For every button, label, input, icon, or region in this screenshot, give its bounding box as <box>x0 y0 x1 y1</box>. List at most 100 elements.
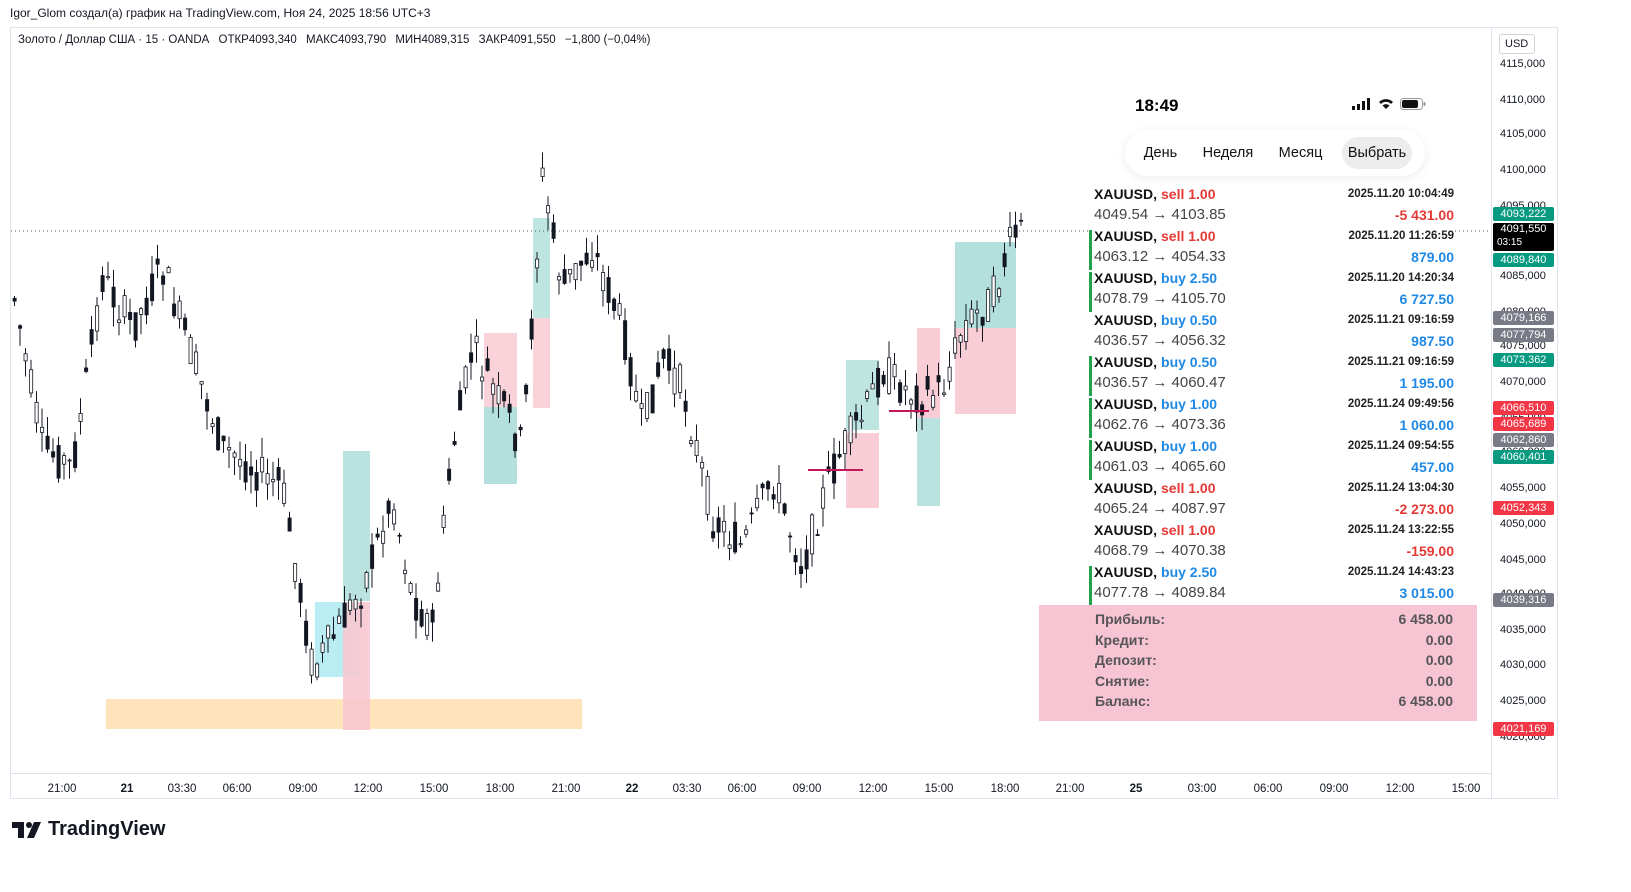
candle-body <box>804 549 809 570</box>
price-marker-label: 4065,689 <box>1493 417 1554 431</box>
candle-body <box>474 335 479 344</box>
candle-body <box>821 487 826 509</box>
time-tick-label: 21:00 <box>551 783 581 795</box>
time-axis[interactable]: 21:00 21 03:30 06:00 09:00 12:00 15:00 18:00 21:… <box>11 773 1491 799</box>
candle-body <box>832 453 837 484</box>
price-marker-value: 4077,794 <box>1500 329 1547 341</box>
candle-body <box>331 634 336 639</box>
candle-body <box>848 415 853 444</box>
trade-prices: 4036.57 → 4060.47 <box>1094 374 1226 391</box>
trade-row[interactable]: XAUUSD, buy 0.50 4036.57 → 4060.47 2025.11.… <box>1089 354 1454 396</box>
trade-symbol: XAUUSD, <box>1094 354 1158 370</box>
price-marker-label: 4077,794 <box>1493 328 1554 342</box>
price-tick-label: 4070,000 <box>1500 376 1546 388</box>
price-marker-label: 4079,166 <box>1493 311 1554 325</box>
trade-prices: 4049.54 → 4103.85 <box>1094 206 1226 223</box>
trade-row[interactable]: XAUUSD, buy 1.00 4061.03 → 4065.60 2025.11.… <box>1089 438 1454 480</box>
candle-body <box>837 453 842 458</box>
trade-side-volume: sell 1.00 <box>1161 186 1216 202</box>
trade-symbol: XAUUSD, <box>1094 396 1158 412</box>
summary-label: Баланс: <box>1095 693 1151 709</box>
trade-row[interactable]: XAUUSD, sell 1.00 4049.54 → 4103.85 2025.11… <box>1094 186 1454 228</box>
trade-title: XAUUSD, buy 1.00 <box>1094 438 1217 454</box>
candle-body <box>590 260 595 268</box>
trade-row[interactable]: XAUUSD, buy 2.50 4077.78 → 4089.84 2025.11.… <box>1089 564 1454 606</box>
candle-body <box>557 276 562 281</box>
time-tick-label: 21:00 <box>1055 783 1085 795</box>
account-summary: Прибыль: 6 458.00 Кредит: 0.00 Депозит: 0.00 С… <box>1039 605 1477 721</box>
trade-row[interactable]: XAUUSD, sell 1.00 4063.12 → 4054.33 2025.11… <box>1089 228 1454 270</box>
trade-title: XAUUSD, sell 1.00 <box>1094 186 1216 202</box>
candle-body <box>518 426 523 431</box>
candle-body <box>892 364 897 378</box>
trade-row[interactable]: XAUUSD, sell 1.00 4065.24 → 4087.97 2025.11… <box>1094 480 1454 522</box>
trade-row[interactable]: XAUUSD, buy 2.50 4078.79 → 4105.70 2025.11.… <box>1089 270 1455 312</box>
trade-row[interactable]: XAUUSD, sell 1.00 4068.79 → 4070.38 2025.11… <box>1094 522 1454 564</box>
chart-frame <box>10 27 1558 799</box>
time-tick-label: 03:30 <box>167 783 197 795</box>
trade-symbol: XAUUSD, <box>1094 438 1158 454</box>
summary-value: 0.00 <box>1425 672 1453 689</box>
candle-body <box>315 663 320 678</box>
candle-body <box>227 447 232 451</box>
symbol-name[interactable]: Золото / Доллар США · 15 · OANDA <box>18 34 210 46</box>
candle-body <box>205 399 210 412</box>
price-axis[interactable] <box>1491 28 1558 798</box>
candle-body <box>573 263 578 281</box>
price-marker-value: 4073,362 <box>1500 354 1547 366</box>
candle-body <box>144 297 149 316</box>
candle-body <box>100 275 105 292</box>
trade-datetime: 2025.11.24 13:22:55 <box>1347 524 1454 536</box>
time-tick-label: 09:00 <box>288 783 318 795</box>
candle-body <box>683 400 688 412</box>
trade-row[interactable]: XAUUSD, buy 1.00 4062.76 → 4073.36 2025.11.… <box>1089 396 1454 438</box>
candle-body <box>617 303 622 316</box>
candle-body <box>689 440 694 444</box>
candle-body <box>722 520 727 533</box>
candle-body <box>914 385 919 413</box>
time-tick-label: 03:30 <box>672 783 702 795</box>
candle-body <box>958 335 963 343</box>
candle-body <box>540 167 545 177</box>
candle-body <box>771 494 776 500</box>
logo-text: TradingView <box>48 818 166 840</box>
candle-body <box>733 521 738 553</box>
tab-select[interactable]: Выбрать <box>1341 137 1413 169</box>
trade-datetime: 2025.11.21 09:16:59 <box>1347 356 1454 368</box>
summary-value: 0.00 <box>1425 652 1453 668</box>
price-marker-label: 4021,169 <box>1493 722 1554 736</box>
candlestick-chart[interactable] <box>11 28 1491 773</box>
phone-clock: 18:49 <box>1135 96 1179 115</box>
candle-body <box>502 391 507 402</box>
candle-body <box>612 298 617 311</box>
signal-icon <box>1352 98 1370 110</box>
candle-body <box>89 329 94 345</box>
trade-title: XAUUSD, sell 1.00 <box>1094 480 1216 496</box>
candle-body <box>386 500 391 514</box>
candle-body <box>348 599 353 611</box>
candle-body <box>887 357 892 394</box>
tab-week[interactable]: Неделя <box>1202 145 1254 161</box>
time-tick-label: 25 <box>1129 783 1143 795</box>
candle-body <box>139 308 144 315</box>
trade-title: XAUUSD, buy 0.50 <box>1094 312 1217 328</box>
candle-body <box>122 295 127 318</box>
candle-body <box>551 222 556 239</box>
candle-body <box>18 325 23 329</box>
price-marker-label: 4091,550 03:15 <box>1493 223 1554 251</box>
tab-day[interactable]: День <box>1143 145 1178 161</box>
candle-body <box>364 572 369 589</box>
price-marker-label: 4039,316 <box>1493 593 1554 607</box>
tradingview-logo[interactable]: TradingView <box>12 818 165 841</box>
trade-row[interactable]: XAUUSD, buy 0.50 4036.57 → 4056.32 2025.11.… <box>1094 312 1454 354</box>
price-marker-label: 4060,401 <box>1493 450 1554 464</box>
tab-month[interactable]: Месяц <box>1278 145 1323 161</box>
price-marker-value: 4052,343 <box>1500 502 1547 514</box>
candle-body <box>694 440 699 457</box>
open-value: ОТКР4093,340 <box>218 34 297 46</box>
candle-body <box>568 268 573 275</box>
trade-profit: 6 727.50 <box>1399 291 1455 307</box>
candle-body <box>986 289 991 322</box>
symbol-info: Золото / Доллар США · 15 · OANDA ОТКР409… <box>18 34 656 46</box>
currency-selector[interactable]: USD <box>1499 34 1536 54</box>
